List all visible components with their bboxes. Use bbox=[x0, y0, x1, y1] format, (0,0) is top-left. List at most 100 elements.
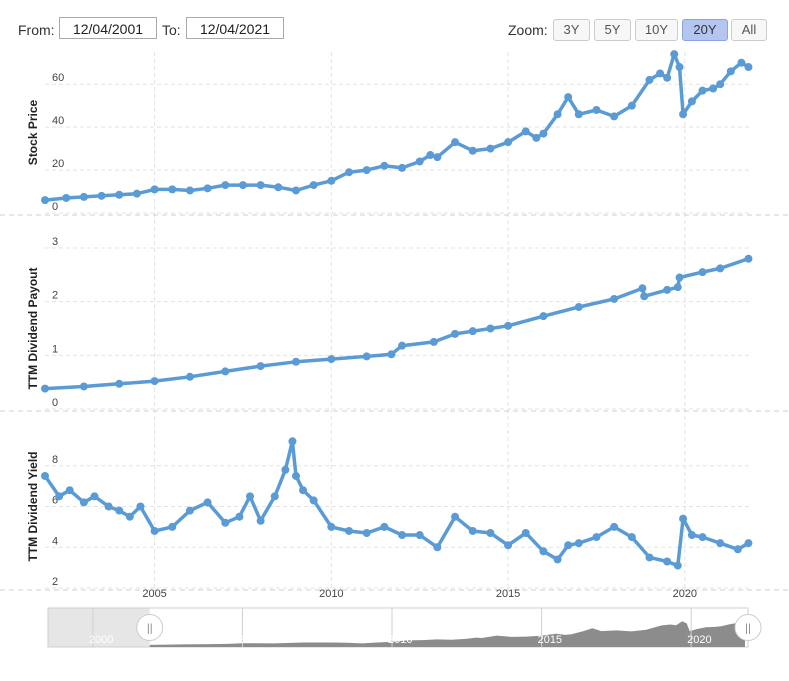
data-point bbox=[415, 157, 424, 166]
navigator-left-handle[interactable]: || bbox=[136, 614, 164, 641]
data-point bbox=[246, 492, 255, 501]
data-point bbox=[299, 486, 308, 495]
y-tick-label: 2 bbox=[52, 576, 58, 588]
data-point bbox=[327, 176, 336, 185]
data-point bbox=[564, 541, 573, 550]
data-point bbox=[115, 379, 124, 388]
data-point bbox=[327, 355, 336, 364]
data-point bbox=[185, 372, 194, 381]
zoom-10y-button[interactable]: 10Y bbox=[635, 19, 678, 41]
to-label: To: bbox=[162, 22, 181, 38]
data-point bbox=[362, 166, 371, 175]
data-point bbox=[62, 193, 71, 202]
y-tick-label: 2 bbox=[52, 290, 58, 302]
y-tick-label: 3 bbox=[52, 236, 58, 248]
y-tick-label: 0 bbox=[52, 201, 58, 213]
data-point bbox=[709, 84, 718, 93]
data-point bbox=[55, 492, 64, 501]
data-point bbox=[673, 561, 682, 570]
data-point bbox=[65, 486, 74, 495]
data-point bbox=[203, 184, 212, 193]
handle-knob[interactable] bbox=[136, 614, 164, 641]
data-point bbox=[415, 531, 424, 540]
zoom-3y-button[interactable]: 3Y bbox=[553, 19, 590, 41]
data-point bbox=[168, 522, 177, 531]
navigator-right-handle[interactable]: || bbox=[734, 614, 762, 641]
data-point bbox=[539, 129, 548, 138]
data-point bbox=[270, 492, 279, 501]
data-point bbox=[504, 541, 513, 550]
data-point bbox=[716, 264, 725, 273]
zoom-label: Zoom: bbox=[508, 22, 548, 38]
data-point bbox=[235, 512, 244, 521]
data-point bbox=[698, 86, 707, 95]
navigator[interactable]: 2000 2005 2010 2015 2020 || || bbox=[47, 607, 762, 648]
data-point bbox=[663, 557, 672, 566]
data-point bbox=[592, 533, 601, 542]
data-point bbox=[97, 191, 106, 200]
data-point bbox=[327, 522, 336, 531]
to-date-input[interactable]: 12/04/2021 bbox=[186, 17, 284, 39]
from-date-input[interactable]: 12/04/2001 bbox=[59, 17, 157, 39]
data-point bbox=[610, 522, 619, 531]
data-point bbox=[679, 110, 688, 119]
data-point bbox=[521, 127, 530, 136]
data-point bbox=[203, 498, 212, 507]
x-tick-label: 2020 bbox=[673, 588, 697, 600]
data-point bbox=[104, 502, 113, 511]
data-point bbox=[504, 321, 513, 330]
data-point bbox=[451, 138, 460, 147]
data-point bbox=[468, 526, 477, 535]
x-tick-label: 2010 bbox=[319, 588, 343, 600]
data-point bbox=[41, 196, 49, 205]
handle-knob[interactable] bbox=[734, 614, 762, 641]
data-point bbox=[553, 110, 562, 119]
y-tick-label: 1 bbox=[52, 343, 58, 355]
data-point bbox=[433, 153, 442, 162]
data-point bbox=[627, 101, 636, 110]
data-point bbox=[675, 273, 684, 282]
data-point bbox=[433, 543, 442, 552]
data-point bbox=[610, 112, 619, 121]
zoom-5y-button[interactable]: 5Y bbox=[594, 19, 631, 41]
data-point bbox=[663, 285, 672, 294]
data-point bbox=[716, 539, 725, 548]
data-point bbox=[521, 528, 530, 537]
x-tick-label: 2015 bbox=[496, 588, 520, 600]
data-point bbox=[698, 268, 707, 277]
data-point bbox=[532, 133, 541, 142]
data-point bbox=[221, 181, 230, 190]
data-point bbox=[744, 539, 753, 548]
y-tick-label: 60 bbox=[52, 72, 64, 84]
data-point bbox=[274, 183, 283, 192]
data-point bbox=[726, 67, 735, 76]
data-point bbox=[309, 181, 318, 190]
data-point bbox=[663, 73, 672, 82]
data-point bbox=[79, 498, 88, 507]
data-point bbox=[627, 533, 636, 542]
data-point bbox=[125, 512, 134, 521]
data-point bbox=[79, 382, 88, 391]
data-point bbox=[41, 471, 49, 480]
data-point bbox=[291, 186, 300, 195]
data-point bbox=[656, 69, 665, 78]
data-point bbox=[41, 384, 49, 393]
data-point bbox=[380, 161, 389, 170]
navigator-tick-label: 2010 bbox=[388, 634, 412, 646]
data-point bbox=[574, 110, 583, 119]
data-point bbox=[387, 350, 396, 359]
data-point bbox=[136, 502, 145, 511]
data-point bbox=[504, 138, 513, 147]
data-point bbox=[150, 377, 159, 386]
y-tick-label: 4 bbox=[52, 535, 58, 547]
zoom-all-button[interactable]: All bbox=[731, 19, 767, 41]
data-point bbox=[79, 192, 88, 201]
data-point bbox=[744, 63, 753, 72]
data-point bbox=[345, 526, 354, 535]
data-point bbox=[451, 512, 460, 521]
data-point bbox=[486, 528, 495, 537]
data-point bbox=[645, 75, 654, 84]
data-point bbox=[281, 465, 290, 474]
data-point bbox=[539, 312, 548, 321]
zoom-20y-button[interactable]: 20Y bbox=[682, 19, 728, 41]
